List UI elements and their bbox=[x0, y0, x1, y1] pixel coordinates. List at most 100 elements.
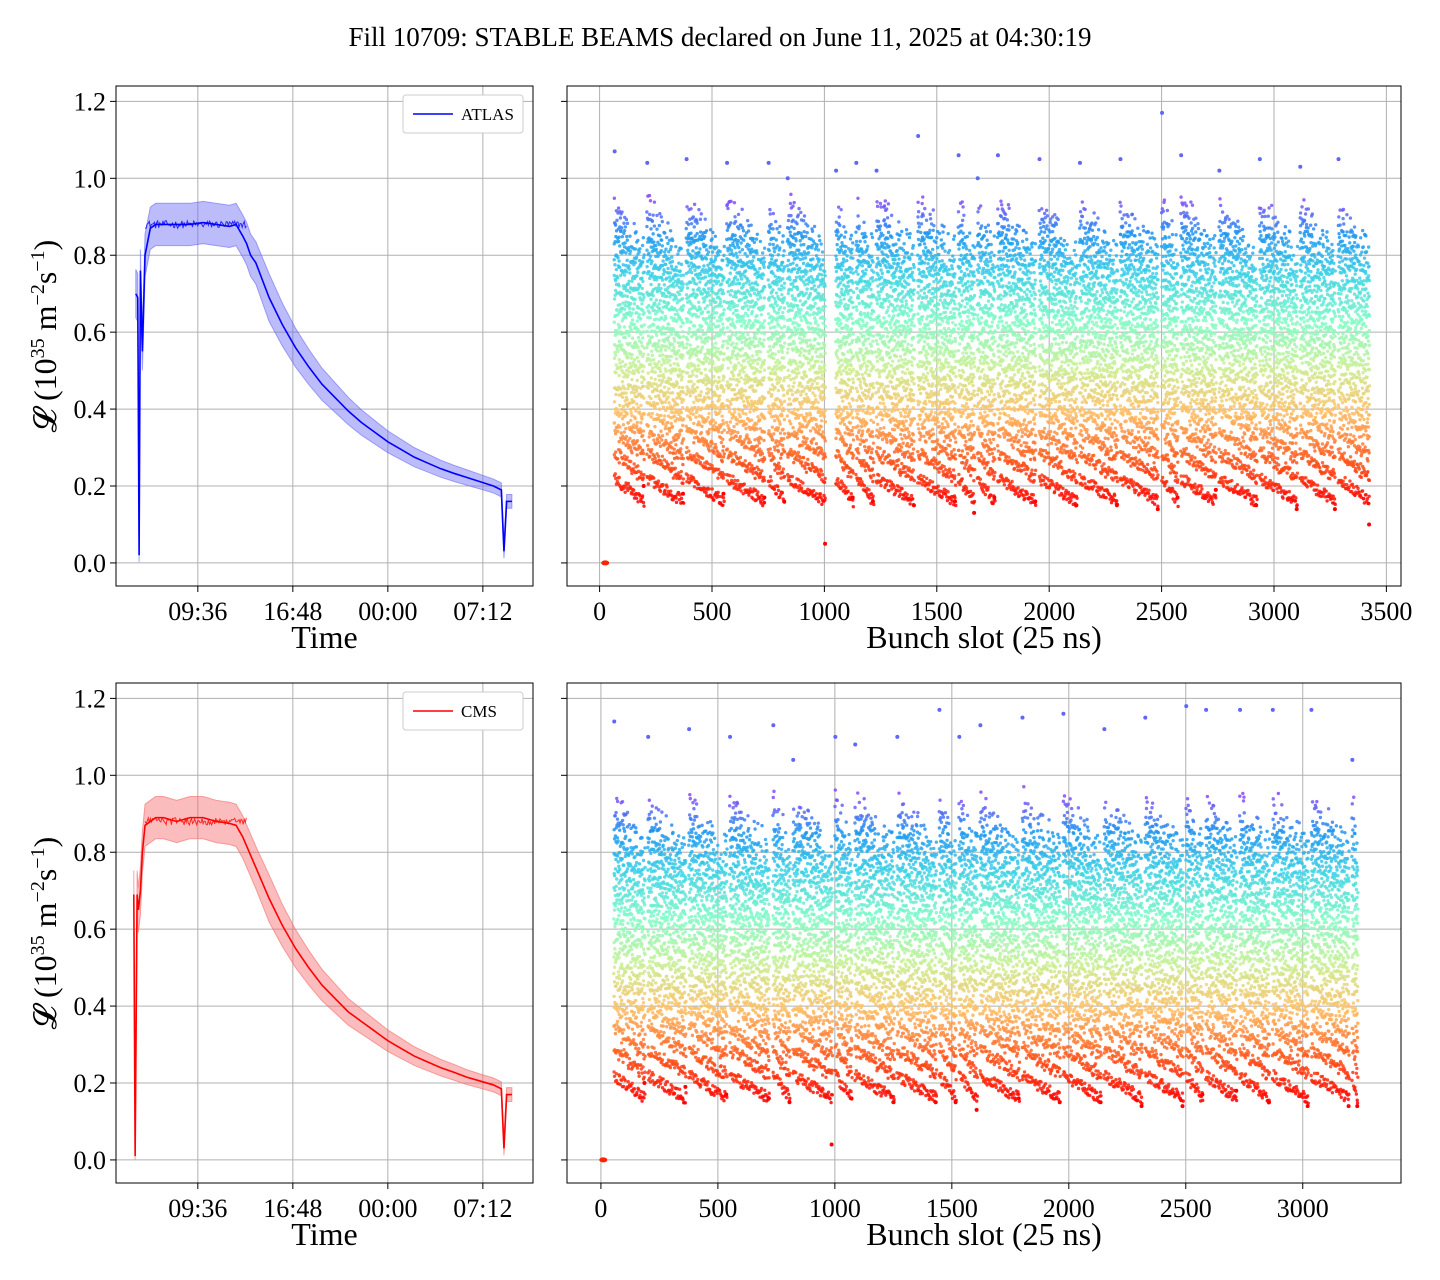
bunch-point bbox=[651, 272, 654, 275]
bunch-point bbox=[682, 417, 685, 420]
bunch-point bbox=[670, 255, 673, 258]
bunch-point bbox=[629, 384, 632, 387]
bunch-point bbox=[613, 400, 616, 403]
bunch-point bbox=[648, 277, 651, 280]
bunch-point bbox=[674, 368, 677, 371]
bunch-point bbox=[661, 483, 664, 486]
y-tick-label: 1.0 bbox=[74, 164, 107, 193]
bunch-point bbox=[686, 286, 689, 289]
bunch-point bbox=[704, 397, 707, 400]
bunch-point bbox=[682, 457, 685, 460]
bunch-point bbox=[709, 303, 712, 306]
y-tick-label: 0.4 bbox=[74, 395, 107, 424]
bunch-point bbox=[695, 221, 698, 224]
bunch-point bbox=[697, 315, 700, 318]
bunch-point bbox=[626, 295, 629, 298]
bunch-point bbox=[685, 227, 688, 230]
bunch-point bbox=[674, 443, 677, 446]
bunch-point bbox=[681, 297, 684, 300]
y-tick-label: 0.8 bbox=[74, 241, 107, 270]
bunch-point bbox=[622, 441, 625, 444]
bunch-point bbox=[680, 470, 683, 473]
bunch-point bbox=[663, 385, 666, 388]
bunch-point bbox=[716, 406, 719, 409]
bunch-point bbox=[671, 260, 674, 263]
bunch-point bbox=[619, 216, 622, 219]
bunch-point bbox=[681, 354, 684, 357]
bunch-point bbox=[660, 438, 663, 441]
train-min-point bbox=[642, 484, 646, 488]
bunch-point bbox=[678, 293, 681, 296]
bunch-point bbox=[711, 284, 714, 287]
bunch-point bbox=[692, 441, 695, 444]
bunch-point bbox=[632, 423, 635, 426]
bunch-point bbox=[685, 240, 688, 243]
bunch-point bbox=[676, 364, 679, 367]
bunch-point bbox=[632, 406, 635, 409]
bunch-point bbox=[649, 227, 652, 230]
bunch-point bbox=[666, 221, 669, 224]
bunch-point bbox=[700, 372, 703, 375]
bunch-point bbox=[710, 487, 713, 490]
bunch-point bbox=[639, 404, 642, 407]
bunch-point bbox=[652, 323, 655, 326]
bunch-point bbox=[631, 337, 634, 340]
bunch-point bbox=[717, 280, 720, 283]
bunch-point bbox=[706, 304, 709, 307]
bunch-point bbox=[704, 244, 707, 247]
bunch-point bbox=[620, 365, 623, 368]
bunch-point bbox=[679, 475, 682, 478]
bunch-point bbox=[632, 307, 635, 310]
bunch-point bbox=[699, 307, 702, 310]
bunch-point bbox=[659, 459, 662, 462]
bunch-point bbox=[681, 330, 684, 333]
bunch-point bbox=[682, 398, 685, 401]
bunch-point bbox=[645, 225, 648, 228]
bunch-point bbox=[710, 327, 713, 330]
bunch-point bbox=[675, 309, 678, 312]
bunch-point bbox=[614, 472, 617, 475]
bunch-point bbox=[631, 318, 634, 321]
bunch-point bbox=[642, 396, 645, 399]
bunch-point bbox=[633, 372, 636, 375]
x-tick-label: 3500 bbox=[1360, 597, 1412, 626]
bunch-point bbox=[647, 482, 650, 485]
bunch-point bbox=[624, 363, 627, 366]
bunch-point bbox=[638, 313, 641, 316]
bunch-point bbox=[654, 457, 657, 460]
bunch-point bbox=[628, 401, 631, 404]
bunch-point bbox=[656, 342, 659, 345]
bunch-point bbox=[670, 461, 673, 464]
bunch-point bbox=[716, 491, 719, 494]
bunch-point bbox=[689, 320, 692, 323]
bunch-point bbox=[619, 310, 622, 313]
bunch-point bbox=[650, 238, 653, 241]
bunch-point bbox=[628, 307, 631, 310]
bunch-point bbox=[664, 348, 667, 351]
bunch-point bbox=[658, 234, 661, 237]
bunch-point bbox=[701, 292, 704, 295]
bunch-point bbox=[629, 302, 632, 305]
bunch-point bbox=[681, 424, 684, 427]
bunch-point bbox=[618, 358, 621, 361]
bunch-point bbox=[693, 269, 696, 272]
bunch-point bbox=[634, 364, 637, 367]
bunch-point bbox=[649, 283, 652, 286]
bunch-point bbox=[661, 278, 664, 281]
bunch-point bbox=[700, 406, 703, 409]
bunch-point bbox=[622, 423, 625, 426]
bunch-point bbox=[640, 381, 643, 384]
bunch-point bbox=[676, 331, 679, 334]
bunch-point bbox=[623, 241, 626, 244]
bunch-point bbox=[697, 251, 700, 254]
bunch-point bbox=[636, 439, 639, 442]
bunch-point bbox=[613, 421, 616, 424]
bunch-point bbox=[708, 323, 711, 326]
bunch-point bbox=[693, 203, 696, 206]
bunch-point bbox=[648, 435, 651, 438]
bunch-point bbox=[695, 246, 698, 249]
bunch-point bbox=[685, 392, 688, 395]
bunch-point bbox=[682, 274, 685, 277]
bunch-point bbox=[620, 408, 623, 411]
bunch-point bbox=[705, 229, 708, 232]
